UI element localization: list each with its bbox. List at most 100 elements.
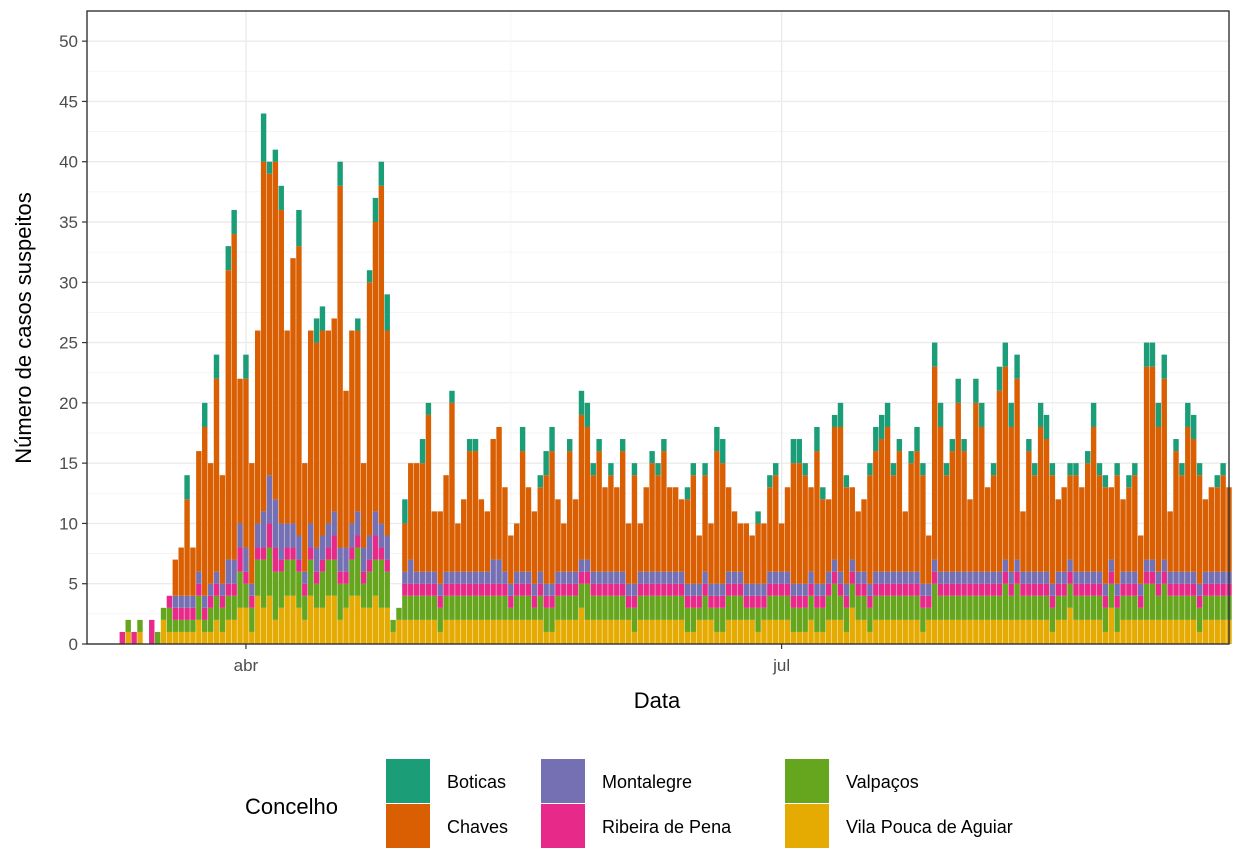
bar-segment-montalegre	[190, 595, 196, 608]
bar-segment-vila-pouca-de-aguiar	[1196, 631, 1203, 644]
bar-segment-ribeira-de-pena	[119, 631, 126, 644]
legend-key-vila-pouca-de-aguiar	[785, 804, 829, 848]
bar-segment-valpa-os	[661, 595, 667, 620]
bar-segment-boticas	[619, 439, 626, 452]
bar-segment-montalegre	[343, 547, 349, 572]
bar-segment-montalegre	[225, 559, 231, 584]
bar-segment-boticas	[1173, 439, 1179, 452]
bar-segment-vila-pouca-de-aguiar	[1085, 619, 1091, 644]
bar-segment-vila-pouca-de-aguiar	[555, 619, 561, 644]
bar-segment-ribeira-de-pena	[790, 595, 797, 608]
bar-segment-boticas	[1085, 451, 1091, 464]
bar-segment-chaves	[1061, 487, 1067, 572]
bar-segment-valpa-os	[967, 595, 973, 620]
bar-segment-chaves	[602, 487, 608, 572]
bar-segment-vila-pouca-de-aguiar	[878, 619, 885, 644]
bar-segment-vila-pouca-de-aguiar	[213, 619, 220, 644]
bar-segment-ribeira-de-pena	[831, 571, 838, 584]
bar-segment-valpa-os	[1049, 607, 1056, 632]
bar-segment-chaves	[1190, 439, 1197, 572]
bar-segment-vila-pouca-de-aguiar	[672, 619, 679, 644]
bar-segment-vila-pouca-de-aguiar	[202, 631, 208, 644]
bar-segment-valpa-os	[519, 595, 526, 620]
bar-segment-chaves	[349, 330, 355, 524]
bar-segment-ribeira-de-pena	[731, 583, 738, 596]
bar-segment-valpa-os	[1173, 595, 1179, 620]
bar-segment-chaves	[755, 523, 761, 584]
bar-segment-boticas	[961, 439, 967, 452]
bar-segment-valpa-os	[302, 595, 308, 620]
legend-key-chaves	[386, 804, 430, 848]
bar-segment-chaves	[955, 402, 961, 572]
y-tick-label: 30	[59, 273, 78, 292]
bar-segment-montalegre	[255, 523, 261, 548]
bar-segment-boticas	[773, 463, 779, 476]
bar-segment-vila-pouca-de-aguiar	[519, 619, 526, 644]
bar-segment-ribeira-de-pena	[1020, 583, 1026, 596]
bar-segment-ribeira-de-pena	[614, 583, 620, 596]
bar-segment-boticas	[873, 426, 879, 452]
bar-segment-montalegre	[449, 571, 455, 584]
bar-segment-ribeira-de-pena	[1102, 595, 1109, 608]
bar-segment-vila-pouca-de-aguiar	[1049, 631, 1056, 644]
bar-segment-chaves	[1220, 475, 1226, 572]
bar-segment-montalegre	[1155, 571, 1162, 584]
bar-segment-montalegre	[302, 571, 308, 584]
bar-segment-valpa-os	[466, 595, 473, 620]
bar-segment-vila-pouca-de-aguiar	[184, 631, 190, 644]
bar-segment-montalegre	[755, 583, 761, 596]
bar-segment-montalegre	[443, 571, 449, 584]
bar-segment-ribeira-de-pena	[590, 583, 596, 596]
bar-segment-montalegre	[425, 571, 432, 584]
bar-segment-valpa-os	[984, 595, 991, 620]
bar-segment-montalegre	[914, 571, 920, 584]
bar-segment-valpa-os	[496, 595, 502, 620]
bar-segment-vila-pouca-de-aguiar	[820, 631, 826, 644]
bar-segment-boticas	[878, 414, 885, 440]
bar-segment-vila-pouca-de-aguiar	[720, 631, 726, 644]
bar-segment-montalegre	[937, 571, 944, 584]
bar-segment-chaves	[272, 161, 279, 500]
bar-segment-ribeira-de-pena	[672, 583, 679, 596]
bar-segment-ribeira-de-pena	[1108, 571, 1114, 584]
bar-segment-ribeira-de-pena	[566, 583, 573, 596]
bar-segment-montalegre	[1079, 571, 1085, 584]
bar-segment-montalegre	[590, 571, 596, 584]
bar-segment-ribeira-de-pena	[319, 559, 326, 572]
bar-segment-ribeira-de-pena	[296, 559, 302, 572]
bar-segment-ribeira-de-pena	[249, 595, 255, 608]
bar-segment-chaves	[967, 499, 973, 572]
bar-segment-boticas	[549, 426, 555, 452]
bar-segment-montalegre	[1026, 571, 1032, 584]
bar-segment-valpa-os	[1037, 595, 1044, 620]
bar-segment-ribeira-de-pena	[702, 583, 708, 596]
bar-segment-valpa-os	[514, 595, 520, 620]
bar-segment-ribeira-de-pena	[331, 535, 337, 560]
bar-segment-boticas	[296, 209, 302, 247]
bar-segment-vila-pouca-de-aguiar	[1020, 619, 1026, 644]
bar-segment-vila-pouca-de-aguiar	[437, 631, 443, 644]
bar-segment-boticas	[1179, 463, 1185, 476]
bar-segment-valpa-os	[737, 595, 744, 620]
bar-segment-montalegre	[349, 523, 355, 548]
bar-segment-vila-pouca-de-aguiar	[1061, 619, 1067, 644]
bar-segment-valpa-os	[590, 595, 596, 620]
bar-segment-montalegre	[720, 583, 726, 596]
bar-segment-valpa-os	[331, 559, 337, 596]
bar-segment-vila-pouca-de-aguiar	[272, 619, 279, 644]
bar-segment-boticas	[566, 439, 573, 452]
bar-segment-valpa-os	[219, 607, 226, 632]
bar-segment-valpa-os	[1014, 583, 1020, 620]
bar-segment-montalegre	[749, 583, 755, 596]
bar-segment-montalegre	[284, 523, 290, 548]
bar-segment-ribeira-de-pena	[384, 559, 390, 572]
bar-segment-valpa-os	[1155, 595, 1162, 620]
bar-segment-chaves	[996, 390, 1003, 572]
bar-segment-ribeira-de-pena	[302, 583, 308, 596]
bar-segment-boticas	[1102, 475, 1109, 488]
bar-segment-valpa-os	[278, 571, 284, 608]
bar-segment-valpa-os	[714, 607, 720, 632]
bar-segment-montalegre	[472, 571, 479, 584]
bar-segment-montalegre	[926, 583, 932, 596]
bar-segment-ribeira-de-pena	[996, 583, 1003, 596]
